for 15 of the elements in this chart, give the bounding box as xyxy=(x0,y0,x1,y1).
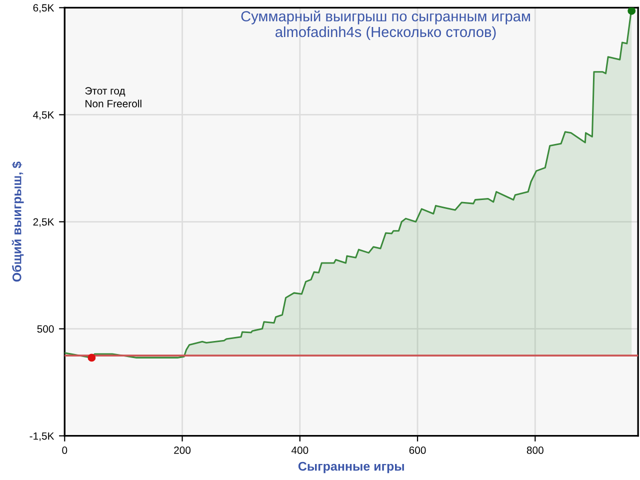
x-tick-label: 800 xyxy=(526,446,544,454)
y-tick-label: -1,5K xyxy=(30,432,54,441)
y-tick-label: 6,5K xyxy=(33,4,54,13)
x-tick-label: 200 xyxy=(174,446,191,454)
x-axis-title: Сыгранные игры xyxy=(298,462,404,474)
x-tick-label: 0 xyxy=(62,446,68,454)
annotation: Этот год xyxy=(85,87,126,97)
y-tick-label: 500 xyxy=(37,325,54,333)
x-tick-label: 400 xyxy=(291,446,308,454)
y-axis-title: Общий выигрыш, $ xyxy=(12,162,24,282)
text: Суммарный выигрыш по сыгранным играм almofadinh4s (Несколько столов) xyxy=(241,10,530,40)
y-tick-label: 2,5K xyxy=(33,218,54,227)
x-tick-label: 600 xyxy=(409,446,426,454)
y-tick-label: 4,5K xyxy=(33,111,54,120)
annotation: Non Freeroll xyxy=(86,100,142,108)
